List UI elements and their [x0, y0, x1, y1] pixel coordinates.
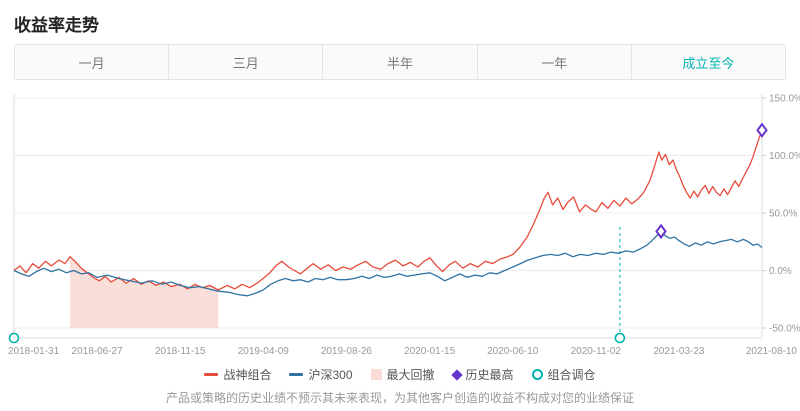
x-tick-label: 2018-11-15 — [155, 346, 206, 357]
drawdown-area — [70, 257, 218, 328]
tab-6m[interactable]: 半年 — [323, 45, 477, 79]
tab-1y[interactable]: 一年 — [478, 45, 632, 79]
y-tick-label: 0.0% — [769, 266, 792, 277]
y-tick-label: 50.0% — [769, 209, 797, 220]
legend-label: 战神组合 — [223, 366, 271, 383]
rebalance-marker-icon — [532, 369, 543, 380]
historic-high-marker-icon — [451, 369, 462, 380]
trend-chart: 150.0% 100.0% 50.0% 0.0% -50.0% 2018-01-31 201… — [0, 88, 800, 360]
benchmark-marker-icon — [289, 373, 303, 376]
high-marker — [758, 124, 767, 136]
y-tick-label: -50.0% — [769, 324, 800, 335]
disclaimer-text: 产品或策略的历史业绩不预示其未来表现，为其他客户创造的收益不构成对您的业绩保证 — [0, 389, 800, 406]
y-tick-label: 150.0% — [769, 94, 800, 105]
x-tick-label: 2020-01-15 — [404, 346, 456, 357]
x-tick-label: 2018-06-27 — [72, 346, 124, 357]
page-title: 收益率走势 — [14, 16, 99, 35]
portfolio-line — [14, 130, 762, 290]
y-tick-label: 100.0% — [769, 151, 800, 162]
legend-portfolio[interactable]: 战神组合 — [204, 366, 271, 383]
rebalance-marker — [615, 334, 624, 343]
x-tick-label: 2020-06-10 — [487, 346, 539, 357]
legend-rebalance[interactable]: 组合调仓 — [532, 366, 596, 383]
legend-benchmark[interactable]: 沪深300 — [289, 366, 352, 383]
high-marker — [657, 225, 666, 237]
rebalance-marker — [10, 334, 19, 343]
trend-chart-svg: 150.0% 100.0% 50.0% 0.0% -50.0% 2018-01-31 201… — [0, 88, 800, 360]
legend-label: 沪深300 — [308, 366, 352, 383]
period-tabs: 一月三月半年一年成立至今 — [14, 44, 786, 80]
tab-3m[interactable]: 三月 — [169, 45, 323, 79]
legend-label: 最大回撤 — [387, 366, 435, 383]
portfolio-performance-page: 收益率走势 一月三月半年一年成立至今 150.0% 100.0% 50.0% 0.0%… — [0, 0, 800, 411]
legend-label: 组合调仓 — [548, 366, 596, 383]
header: 收益率走势 — [0, 0, 800, 44]
legend-max-drawdown[interactable]: 最大回撤 — [371, 366, 435, 383]
tab-inception[interactable]: 成立至今 — [632, 45, 785, 79]
tab-1m[interactable]: 一月 — [15, 45, 169, 79]
chart-legend: 战神组合 沪深300 最大回撤 历史最高 组合调仓 — [0, 366, 800, 383]
legend-historic-high[interactable]: 历史最高 — [453, 366, 514, 383]
portfolio-marker-icon — [204, 373, 218, 376]
x-tick-label: 2018-01-31 — [8, 346, 60, 357]
x-tick-label: 2019-04-09 — [238, 346, 290, 357]
x-tick-label: 2020-11-02 — [571, 346, 622, 357]
max-drawdown-marker-icon — [371, 369, 382, 380]
x-tick-label: 2021-03-23 — [653, 346, 705, 357]
legend-label: 历史最高 — [466, 366, 514, 383]
x-tick-label: 2019-08-26 — [321, 346, 373, 357]
x-tick-label: 2021-08-10 — [746, 346, 798, 357]
